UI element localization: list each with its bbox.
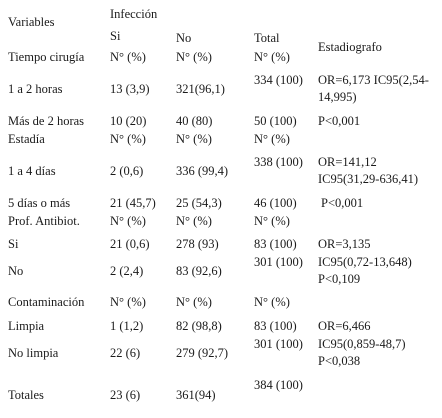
header-infeccion: Infección bbox=[110, 7, 158, 21]
row-total: N° (%) bbox=[254, 50, 290, 64]
row-label: 5 días o más bbox=[8, 196, 71, 210]
row-si: N° (%) bbox=[110, 295, 146, 309]
row-label: Contaminación bbox=[8, 295, 85, 309]
row-total: N° (%) bbox=[254, 214, 290, 228]
row-label: No bbox=[8, 264, 24, 278]
row-si: 2 (0,6) bbox=[110, 164, 144, 178]
row-stat: OR=6,173 IC95(2,54-14,995) bbox=[318, 73, 429, 104]
row-stat: OR=141,12 IC95(31,29-636,41) bbox=[318, 155, 418, 186]
row-si: 21 (0,6) bbox=[110, 237, 150, 251]
row-si: 23 (6) bbox=[110, 388, 141, 402]
row-label: Prof. Antibiot. bbox=[8, 214, 80, 228]
row-no: N° (%) bbox=[176, 132, 212, 146]
row-no: N° (%) bbox=[176, 295, 212, 309]
header-variables: Variables bbox=[8, 15, 55, 29]
row-si: N° (%) bbox=[110, 50, 146, 64]
row-total: 301 (100) bbox=[254, 255, 303, 269]
row-no: 336 (99,4) bbox=[176, 164, 229, 178]
row-si: 2 (2,4) bbox=[110, 264, 144, 278]
row-total: 50 (100) bbox=[254, 114, 297, 128]
row-total: 338 (100) bbox=[254, 155, 303, 169]
row-no: 25 (54,3) bbox=[176, 196, 222, 210]
row-si: N° (%) bbox=[110, 132, 146, 146]
row-stat: OR=6,466 bbox=[318, 319, 371, 333]
header-estadiografo: Estadiografo bbox=[318, 40, 382, 54]
row-no: 361(94) bbox=[176, 388, 216, 402]
row-total: 384 (100) bbox=[254, 378, 303, 392]
row-si: 1 (1,2) bbox=[110, 319, 144, 333]
row-label: No limpia bbox=[8, 346, 59, 360]
row-si: 22 (6) bbox=[110, 346, 141, 360]
row-total: 334 (100) bbox=[254, 73, 303, 87]
header-total: Total bbox=[254, 31, 280, 45]
row-total: N° (%) bbox=[254, 295, 290, 309]
row-total: N° (%) bbox=[254, 132, 290, 146]
row-total: 301 (100) bbox=[254, 337, 303, 351]
row-label: Estadía bbox=[8, 132, 45, 146]
row-label: Más de 2 horas bbox=[8, 114, 85, 128]
row-stat: IC95(0,72-13,648) P<0,109 bbox=[318, 255, 412, 286]
row-total: 83 (100) bbox=[254, 319, 297, 333]
row-label: Tiempo cirugía bbox=[8, 50, 85, 64]
row-no: 82 (98,8) bbox=[176, 319, 222, 333]
row-si: 13 (3,9) bbox=[110, 82, 150, 96]
row-total: 46 (100) bbox=[254, 196, 297, 210]
row-no: 278 (93) bbox=[176, 237, 219, 251]
row-stat: P<0,001 bbox=[321, 196, 364, 210]
row-label: 1 a 2 horas bbox=[8, 82, 63, 96]
row-stat: IC95(0,859-48,7) P<0,038 bbox=[318, 337, 406, 368]
row-no: 40 (80) bbox=[176, 114, 213, 128]
row-si: 21 (45,7) bbox=[110, 196, 156, 210]
header-si: Si bbox=[110, 29, 121, 43]
row-label: Si bbox=[8, 237, 19, 251]
row-total: 83 (100) bbox=[254, 237, 297, 251]
row-stat: P<0,001 bbox=[318, 114, 361, 128]
row-no: 83 (92,6) bbox=[176, 264, 222, 278]
row-no: N° (%) bbox=[176, 214, 212, 228]
row-label: 1 a 4 días bbox=[8, 164, 56, 178]
row-label: Totales bbox=[8, 388, 44, 402]
row-label: Limpia bbox=[8, 319, 45, 333]
row-no: N° (%) bbox=[176, 50, 212, 64]
header-no: No bbox=[176, 31, 192, 45]
row-si: N° (%) bbox=[110, 214, 146, 228]
row-stat: OR=3,135 bbox=[318, 237, 371, 251]
row-no: 321(96,1) bbox=[176, 82, 225, 96]
row-si: 10 (20) bbox=[110, 114, 147, 128]
row-no: 279 (92,7) bbox=[176, 346, 229, 360]
